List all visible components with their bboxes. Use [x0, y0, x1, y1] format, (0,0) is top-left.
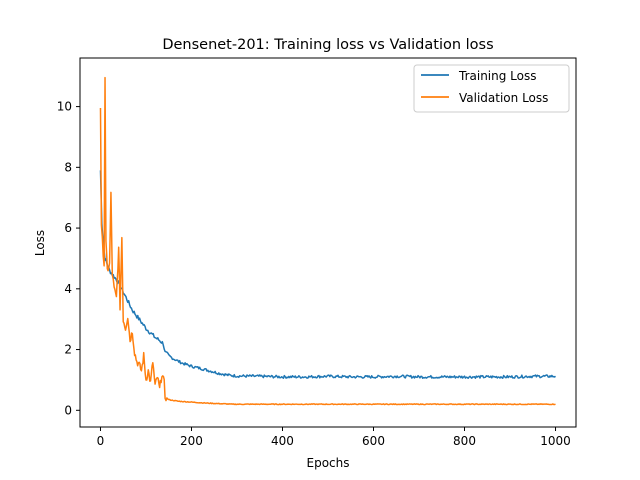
- legend-label-validation-loss: Validation Loss: [459, 91, 548, 105]
- series-line-validation-loss: [99, 76, 556, 406]
- y-tick-label: 2: [64, 343, 72, 357]
- x-tick-label: 600: [362, 434, 385, 448]
- y-tick-label: 4: [64, 282, 72, 296]
- y-tick-label: 0: [64, 403, 72, 417]
- y-tick-label: 6: [64, 221, 72, 235]
- x-axis: 0 200 400 600 800 1000: [97, 427, 571, 448]
- x-tick-label: 1000: [540, 434, 571, 448]
- plot-lines: [99, 76, 556, 406]
- series-line-training-loss: [99, 170, 556, 380]
- legend-box: [413, 64, 570, 113]
- y-axis: 0 2 4 6 8 10: [57, 100, 80, 417]
- x-tick-label: 800: [453, 434, 476, 448]
- chart-title: Densenet-201: Training loss vs Validatio…: [162, 37, 493, 53]
- legend: Training Loss Validation Loss: [413, 64, 570, 113]
- y-tick-label: 10: [57, 100, 72, 114]
- x-tick-label: 400: [271, 434, 294, 448]
- x-tick-label: 0: [97, 434, 105, 448]
- plot-frame: [79, 57, 577, 428]
- x-tick-label: 200: [180, 434, 203, 448]
- y-axis-label: Loss: [33, 230, 47, 256]
- y-tick-label: 8: [64, 160, 72, 174]
- x-axis-label: Epochs: [307, 456, 350, 470]
- legend-label-training-loss: Training Loss: [458, 69, 536, 83]
